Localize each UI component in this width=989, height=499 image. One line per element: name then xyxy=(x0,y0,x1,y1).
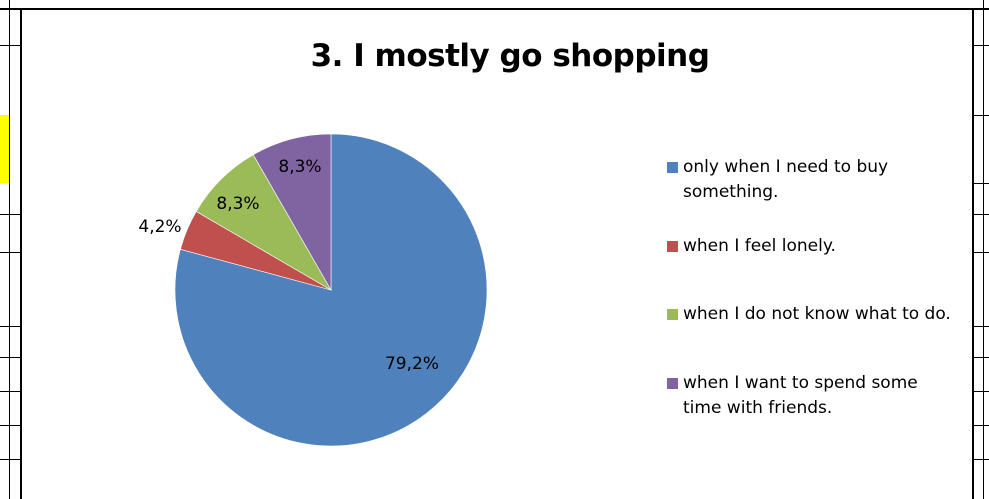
grid-line xyxy=(9,0,10,499)
grid-line xyxy=(974,459,989,460)
legend-swatch xyxy=(667,162,678,173)
legend-swatch xyxy=(667,241,678,252)
grid-line xyxy=(0,357,20,358)
pie-slice[interactable] xyxy=(252,133,332,292)
grid-line xyxy=(0,45,20,46)
legend-label: only when I need to buy something. xyxy=(683,157,889,202)
grid-line xyxy=(974,391,989,392)
grid-line xyxy=(974,183,989,184)
legend-item: only when I need to buy something. xyxy=(665,155,965,205)
grid-line xyxy=(974,326,989,327)
slice-data-label: 8,3% xyxy=(278,157,321,177)
highlighted-cell xyxy=(0,115,9,183)
grid-line xyxy=(0,326,20,327)
grid-line xyxy=(0,425,20,426)
pie-slice[interactable] xyxy=(174,133,488,447)
grid-line xyxy=(974,357,989,358)
grid-line xyxy=(974,115,989,116)
grid-line xyxy=(0,391,20,392)
grid-line xyxy=(974,425,989,426)
legend-item: when I feel lonely. xyxy=(665,234,965,259)
grid-line xyxy=(974,214,989,215)
grid-line xyxy=(0,214,20,215)
grid-line xyxy=(0,252,20,253)
chart-area[interactable] xyxy=(20,8,974,499)
slice-data-label: 4,2% xyxy=(138,217,181,237)
grid-line xyxy=(983,0,984,499)
grid-line xyxy=(974,252,989,253)
legend-label: when I feel lonely. xyxy=(683,236,836,256)
grid-line xyxy=(0,459,20,460)
legend-swatch xyxy=(667,309,678,320)
chart-title: 3. I mostly go shopping xyxy=(310,38,710,74)
legend-item: when I do not know what to do. xyxy=(665,302,965,327)
legend-swatch xyxy=(667,378,678,389)
slice-data-label: 8,3% xyxy=(216,194,259,214)
legend-item: when I want to spend some time with frie… xyxy=(665,371,965,421)
legend-label: when I do not know what to do. xyxy=(683,304,951,324)
slice-data-label: 79,2% xyxy=(385,354,439,374)
legend-label: when I want to spend some time with frie… xyxy=(683,373,918,418)
grid-line xyxy=(974,45,989,46)
